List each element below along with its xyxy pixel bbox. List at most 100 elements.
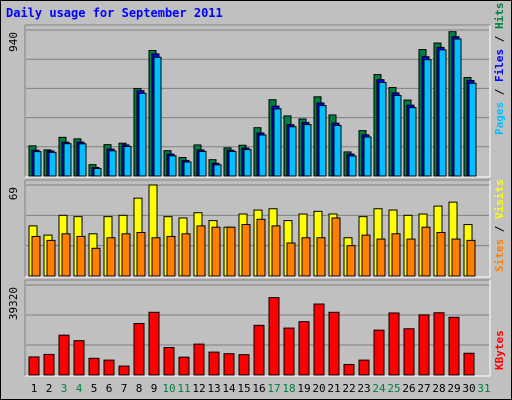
bar-pages-day-28 [438, 49, 447, 177]
x-tick-label-day-16: 16 [252, 382, 265, 395]
bar-pages-day-5 [93, 168, 102, 177]
x-tick-label-day-23: 23 [357, 382, 370, 395]
bar-pages-day-1 [33, 151, 42, 177]
bar-kbytes-day-7 [118, 365, 130, 376]
bar-pages-day-19 [303, 124, 312, 177]
bar-sites-day-17 [271, 225, 281, 277]
bar-sites-day-9 [151, 237, 161, 277]
bar-kbytes-day-26 [403, 328, 415, 376]
x-tick-label-day-18: 18 [282, 382, 295, 395]
bar-kbytes-day-6 [103, 359, 115, 376]
bar-kbytes-day-22 [343, 363, 355, 376]
bar-pages-day-14 [228, 150, 237, 177]
bar-pages-day-29 [453, 38, 462, 177]
x-tick-label-day-8: 8 [136, 382, 143, 395]
bar-sites-day-28 [436, 231, 446, 277]
bar-pages-day-8 [138, 92, 147, 177]
x-tick-label-day-1: 1 [31, 382, 38, 395]
panel-max-label: 940 [7, 32, 20, 52]
x-tick-label-day-10: 10 [162, 382, 175, 395]
bar-sites-day-18 [286, 242, 296, 277]
panel-max-label: 39320 [7, 287, 20, 320]
chart-title: Daily usage for September 2011 [6, 6, 223, 20]
bar-kbytes-day-5 [88, 357, 100, 376]
panel-max-label: 69 [7, 187, 20, 200]
bar-kbytes-day-14 [223, 353, 235, 376]
panel-series-label: Pages / Files / Hits [493, 3, 506, 136]
x-tick-label-day-21: 21 [327, 382, 340, 395]
x-tick-label-day-7: 7 [121, 382, 128, 395]
bar-pages-day-24 [378, 81, 387, 177]
x-tick-label-day-27: 27 [417, 382, 430, 395]
bar-kbytes-day-2 [43, 353, 55, 376]
x-tick-label-day-30: 30 [462, 382, 475, 395]
bar-pages-day-30 [468, 82, 477, 177]
panel-series-label: Sites / Visits [493, 179, 506, 272]
x-tick-label-day-22: 22 [342, 382, 355, 395]
series-label-segment: / [493, 82, 506, 102]
x-tick-label-day-17: 17 [267, 382, 280, 395]
bar-kbytes-day-10 [163, 347, 175, 376]
bar-kbytes-day-18 [283, 327, 295, 376]
bar-kbytes-day-11 [178, 356, 190, 376]
bar-kbytes-day-4 [73, 340, 85, 376]
panel-series-label: KBytes [493, 330, 506, 370]
x-tick-label-day-26: 26 [402, 382, 415, 395]
bar-sites-day-13 [211, 226, 221, 277]
bar-pages-day-10 [168, 155, 177, 177]
bar-kbytes-day-19 [298, 321, 310, 376]
bar-sites-day-21 [331, 217, 341, 277]
x-tick-label-day-28: 28 [432, 382, 445, 395]
series-label-segment: Files [493, 49, 506, 82]
bar-kbytes-day-12 [193, 343, 205, 376]
bar-sites-day-25 [391, 233, 401, 277]
bar-pages-day-27 [423, 59, 432, 177]
bar-sites-day-4 [76, 235, 86, 277]
x-tick-label-day-20: 20 [312, 382, 325, 395]
bar-sites-day-24 [376, 238, 386, 277]
bar-pages-day-9 [153, 56, 162, 177]
x-tick-label-day-11: 11 [177, 382, 190, 395]
bar-kbytes-day-16 [253, 324, 265, 376]
bar-kbytes-day-9 [148, 311, 160, 376]
bar-kbytes-day-21 [328, 311, 340, 376]
x-tick-label-day-15: 15 [237, 382, 250, 395]
bar-pages-day-26 [408, 107, 417, 177]
bar-sites-day-26 [406, 238, 416, 277]
series-label-segment: Visits [493, 179, 506, 219]
bar-sites-day-12 [196, 225, 206, 277]
bar-kbytes-day-27 [418, 314, 430, 376]
x-tick-label-day-12: 12 [192, 382, 205, 395]
bar-sites-day-19 [301, 237, 311, 277]
bar-sites-day-5 [91, 247, 101, 277]
bar-sites-day-10 [166, 235, 176, 277]
bar-sites-day-15 [241, 224, 251, 277]
bar-pages-day-15 [243, 149, 252, 177]
bar-pages-day-21 [333, 125, 342, 177]
bar-pages-day-12 [198, 150, 207, 177]
bar-sites-day-29 [451, 238, 461, 277]
bar-pages-day-2 [48, 151, 57, 177]
x-tick-label-day-3: 3 [61, 382, 68, 395]
bar-sites-day-16 [256, 218, 266, 277]
bar-pages-day-13 [213, 164, 222, 177]
series-label-segment: / [493, 29, 506, 49]
bar-sites-day-20 [316, 237, 326, 277]
series-label-segment: Pages [493, 102, 506, 135]
bar-sites-day-30 [466, 239, 476, 277]
bar-sites-day-23 [361, 234, 371, 277]
bar-sites-day-22 [346, 245, 356, 277]
bar-pages-day-18 [288, 126, 297, 177]
bar-pages-day-25 [393, 95, 402, 177]
bar-kbytes-day-24 [373, 329, 385, 376]
bar-kbytes-day-8 [133, 322, 145, 376]
series-label-segment: / [493, 219, 506, 239]
x-tick-label-day-4: 4 [76, 382, 83, 395]
bar-kbytes-day-25 [388, 312, 400, 376]
series-label-segment: Sites [493, 239, 506, 272]
bar-pages-day-22 [348, 155, 357, 177]
x-tick-label-day-19: 19 [297, 382, 310, 395]
x-tick-label-day-29: 29 [447, 382, 460, 395]
bar-kbytes-day-23 [358, 359, 370, 376]
